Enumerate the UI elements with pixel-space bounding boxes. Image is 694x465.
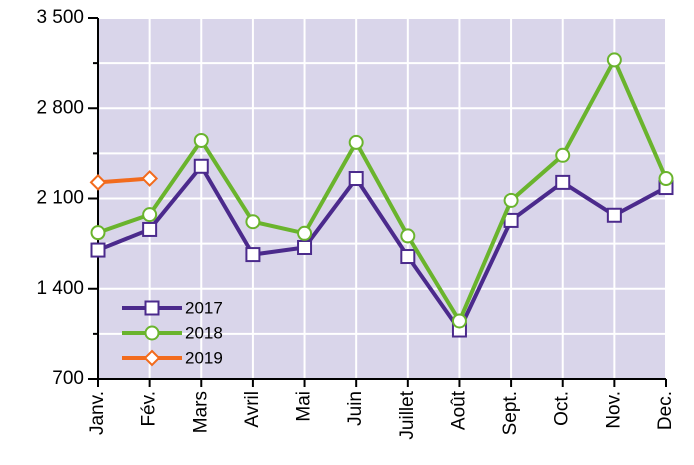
x-tick-label: Fév.: [139, 391, 160, 427]
marker: [555, 174, 571, 190]
marker: [90, 225, 106, 241]
y-tick-label: 2 800: [36, 97, 84, 118]
y-tick-label: 2 100: [36, 188, 84, 209]
y-tick-label: 1 400: [36, 278, 84, 299]
marker: [348, 134, 364, 150]
legend-label: 2019: [185, 348, 223, 367]
x-tick-label: Mai: [294, 391, 315, 422]
marker: [245, 247, 261, 263]
marker: [606, 207, 622, 223]
marker: [400, 228, 416, 244]
marker: [144, 325, 160, 341]
marker: [193, 158, 209, 174]
x-tick-label: Mars: [190, 391, 211, 433]
marker: [400, 249, 416, 265]
marker: [555, 147, 571, 163]
marker: [658, 171, 674, 187]
x-tick-label: Janv.: [87, 391, 108, 435]
marker: [503, 192, 519, 208]
x-tick-label: Nov.: [603, 391, 624, 429]
x-tick-label: Juin: [345, 391, 366, 426]
marker: [144, 300, 160, 316]
x-tick-label: Sept.: [500, 391, 521, 435]
x-tick-label: Dec.: [655, 391, 676, 430]
legend-label: 2018: [185, 323, 223, 342]
y-tick-label: 3 500: [36, 7, 84, 28]
marker: [193, 132, 209, 148]
marker: [348, 171, 364, 187]
marker: [606, 52, 622, 68]
marker: [142, 221, 158, 237]
x-tick-label: Avril: [242, 391, 263, 428]
series-line: [97, 176, 150, 185]
x-tick-label: Août: [448, 390, 469, 430]
marker: [143, 349, 161, 367]
marker: [245, 214, 261, 230]
marker: [142, 207, 158, 223]
y-tick-label: 700: [52, 368, 84, 389]
marker: [90, 242, 106, 258]
x-tick-label: Oct.: [552, 391, 573, 426]
marker: [297, 225, 313, 241]
legend-label: 2017: [185, 298, 223, 317]
x-tick-label: Juillet: [397, 390, 418, 439]
marker: [451, 313, 467, 329]
series-line: [97, 164, 667, 333]
marker: [141, 170, 159, 187]
marker: [297, 239, 313, 255]
marker: [89, 173, 107, 191]
series-line: [97, 57, 668, 323]
